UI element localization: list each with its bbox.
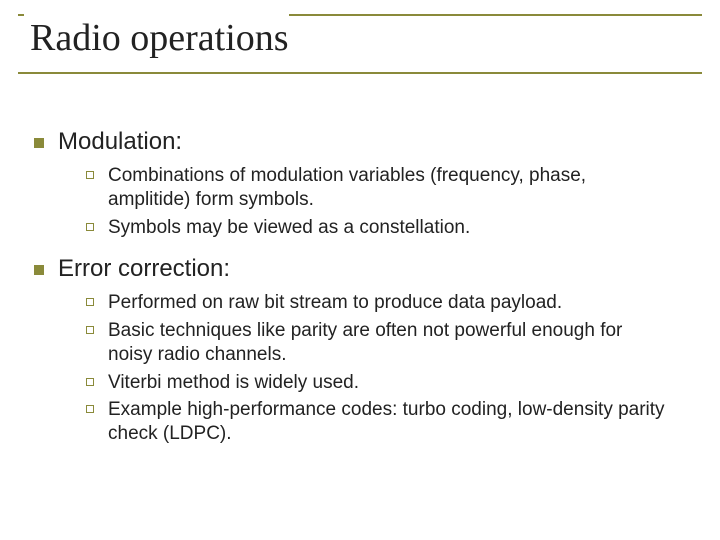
hollow-square-bullet-icon — [86, 378, 94, 386]
list-item-text: Viterbi method is widely used. — [108, 371, 359, 395]
list-item: Basic techniques like parity are often n… — [86, 319, 696, 367]
sub-list: Performed on raw bit stream to produce d… — [86, 291, 696, 446]
list-item: Symbols may be viewed as a constellation… — [86, 216, 696, 240]
square-bullet-icon — [34, 265, 44, 275]
section-heading: Modulation: — [58, 128, 182, 156]
list-item-text: Example high-performance codes: turbo co… — [108, 398, 668, 446]
list-item-text: Basic techniques like parity are often n… — [108, 319, 668, 367]
list-item: Performed on raw bit stream to produce d… — [86, 291, 696, 315]
list-item: Viterbi method is widely used. — [86, 371, 696, 395]
list-item-text: Combinations of modulation variables (fr… — [108, 164, 668, 212]
list-item-text: Symbols may be viewed as a constellation… — [108, 216, 470, 240]
page-title: Radio operations — [24, 12, 289, 68]
hollow-square-bullet-icon — [86, 326, 94, 334]
square-bullet-icon — [34, 138, 44, 148]
hollow-square-bullet-icon — [86, 298, 94, 306]
list-item-text: Performed on raw bit stream to produce d… — [108, 291, 562, 315]
divider-bottom — [18, 72, 702, 74]
sub-list: Combinations of modulation variables (fr… — [86, 164, 696, 239]
content-area: Modulation: Combinations of modulation v… — [24, 128, 696, 446]
list-item: Modulation: — [34, 128, 696, 156]
slide: Radio operations Modulation: Combination… — [0, 0, 720, 540]
list-item: Example high-performance codes: turbo co… — [86, 398, 696, 446]
hollow-square-bullet-icon — [86, 223, 94, 231]
section-heading: Error correction: — [58, 255, 230, 283]
list-item: Combinations of modulation variables (fr… — [86, 164, 696, 212]
hollow-square-bullet-icon — [86, 405, 94, 413]
list-item: Error correction: — [34, 255, 696, 283]
hollow-square-bullet-icon — [86, 171, 94, 179]
